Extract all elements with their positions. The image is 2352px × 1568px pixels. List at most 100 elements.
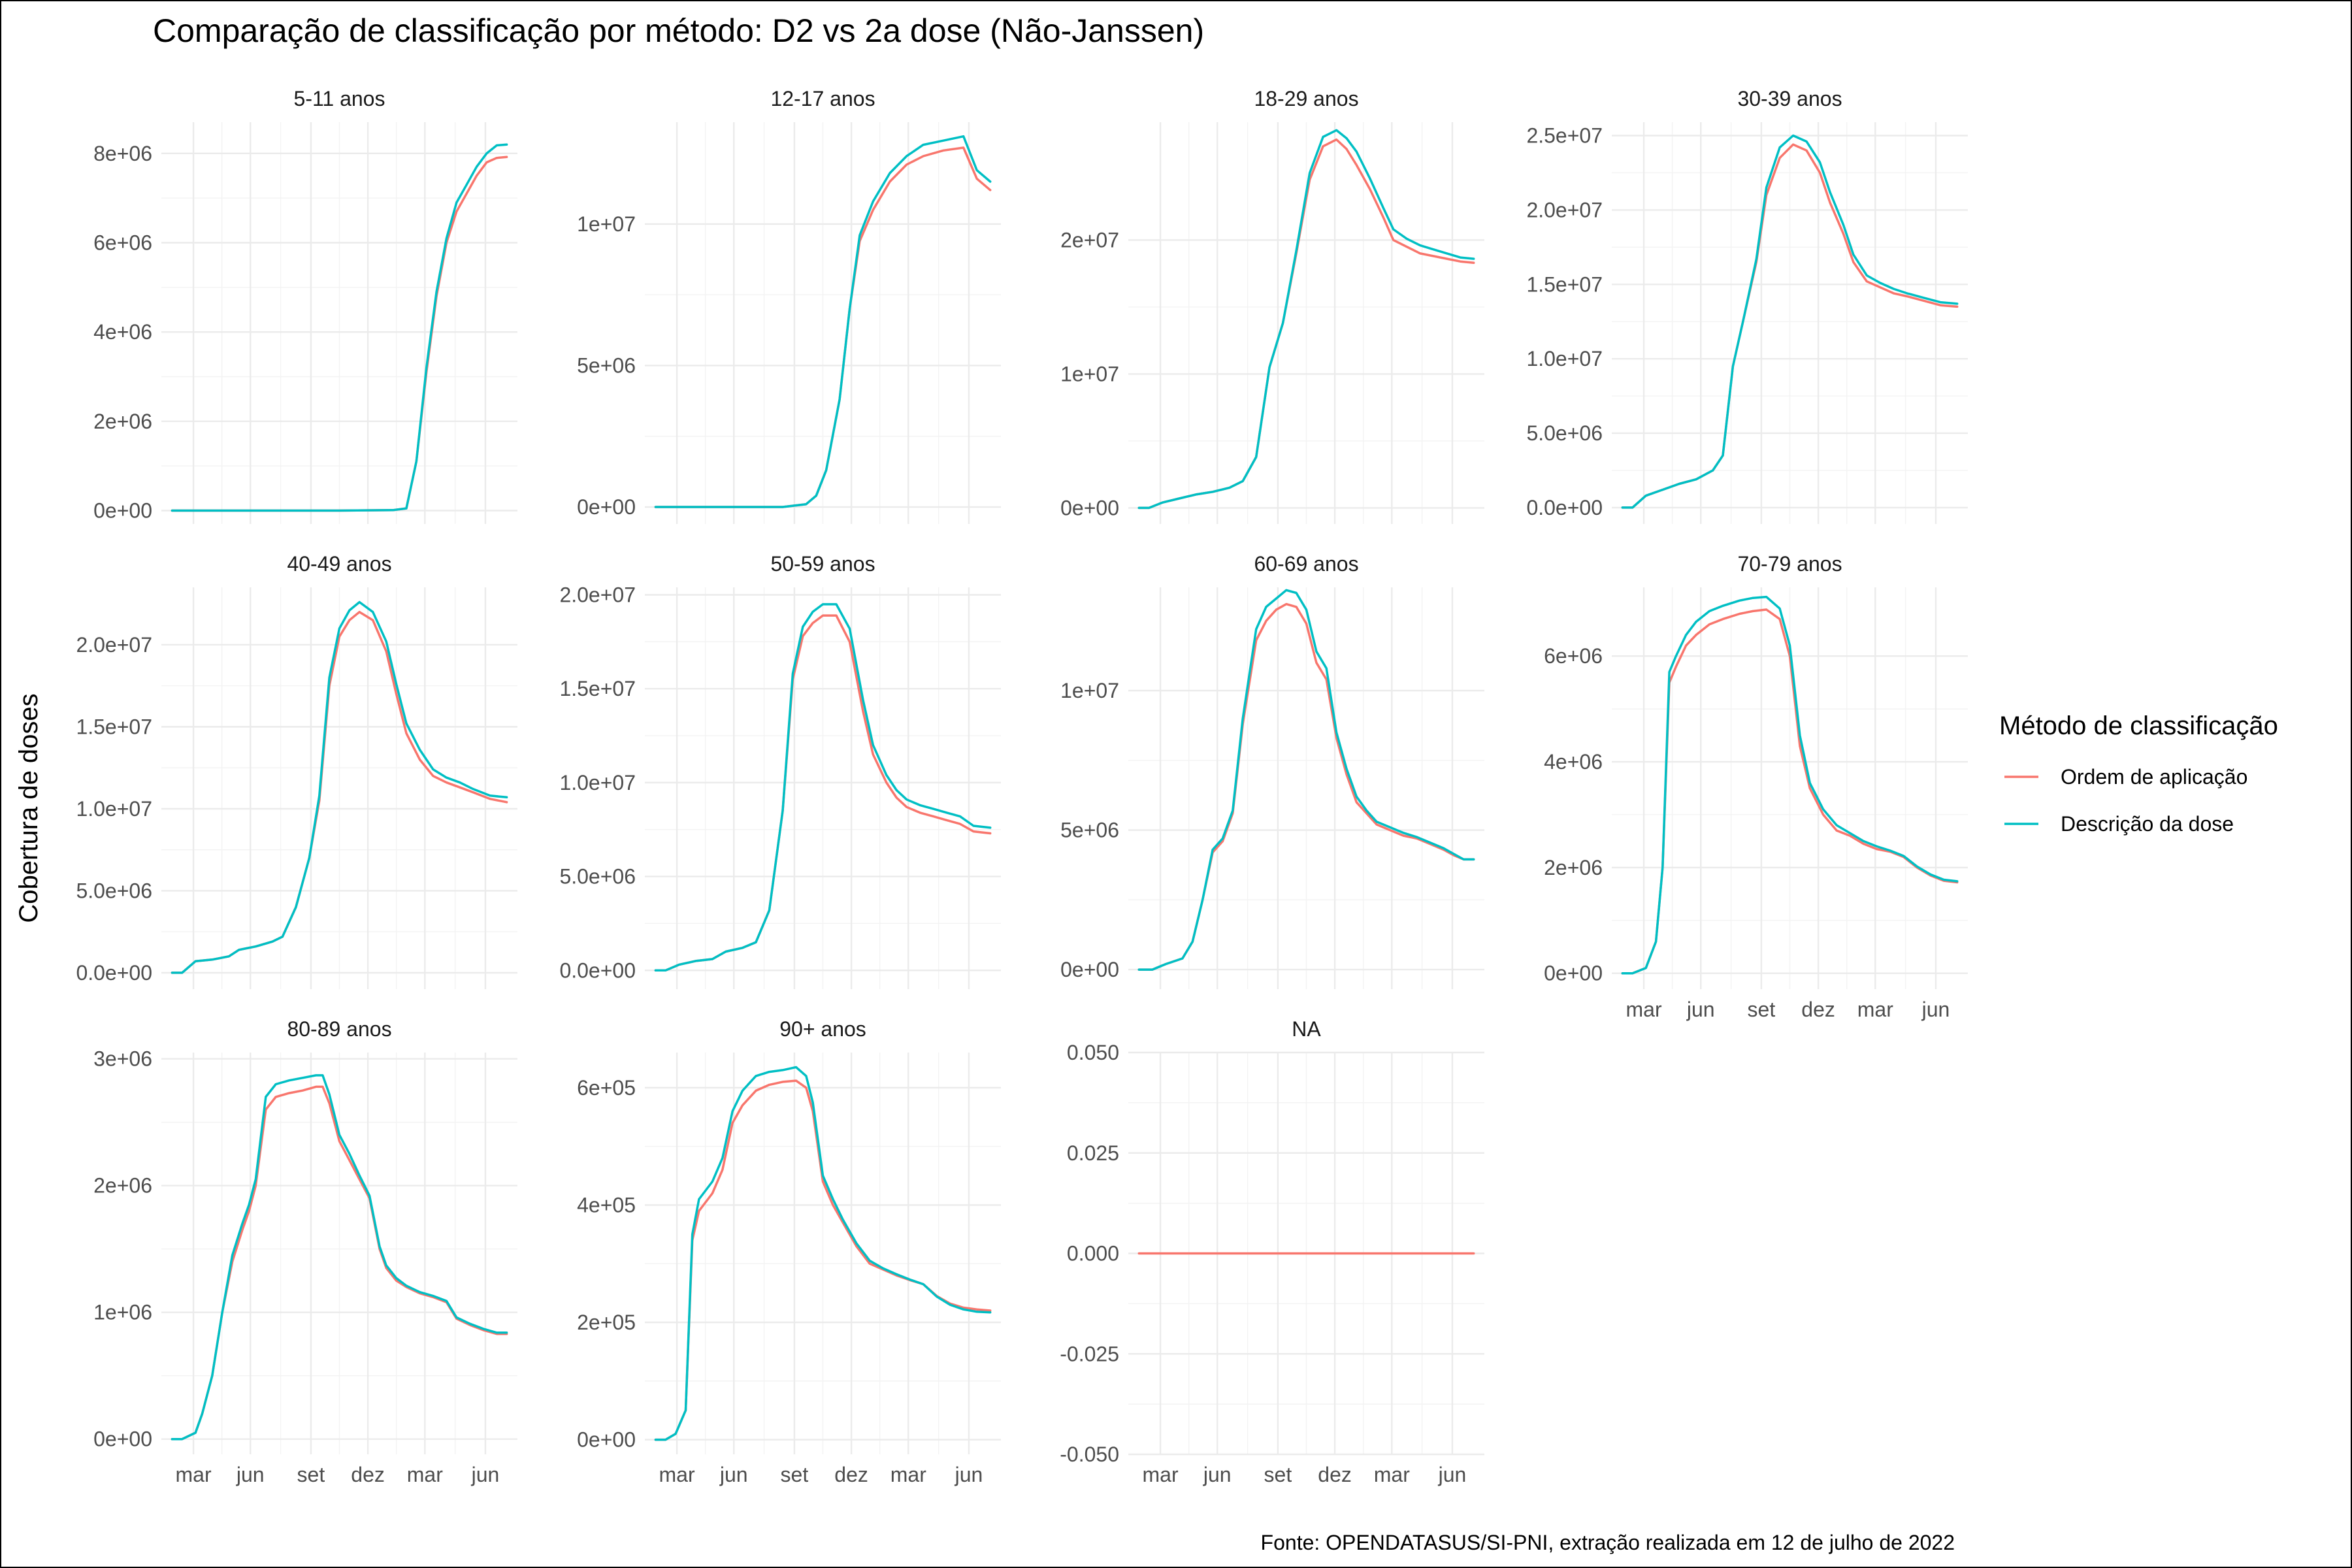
y-tick-label: 0.000 xyxy=(1067,1242,1119,1266)
y-tick-label: 0e+00 xyxy=(577,495,636,519)
series-line-descri-o-da-dose xyxy=(654,1066,992,1441)
y-tick-label: 0.0e+00 xyxy=(76,961,152,985)
series-line-descri-o-da-dose xyxy=(171,1074,508,1441)
x-tick-label: jun xyxy=(236,1463,265,1486)
y-tick-label: 4e+06 xyxy=(93,320,152,344)
y-tick-label: 1e+07 xyxy=(1060,362,1119,385)
legend-item-ordem-de-aplica-o: Ordem de aplicação xyxy=(2004,765,2247,789)
x-tick-label: mar xyxy=(407,1463,443,1486)
y-tick-label: 6e+05 xyxy=(577,1076,636,1100)
y-tick-label: -0.050 xyxy=(1060,1443,1119,1466)
y-tick-label: 1e+06 xyxy=(93,1301,152,1324)
legend: Método de classificação Ordem de aplicaçã… xyxy=(1999,711,2278,836)
x-tick-label: jun xyxy=(1686,998,1715,1021)
legend-title: Método de classificação xyxy=(1999,711,2278,740)
y-tick-label: 1e+07 xyxy=(577,212,636,236)
y-tick-label: 6e+06 xyxy=(93,231,152,255)
y-tick-label: 8e+06 xyxy=(93,142,152,165)
y-tick-label: 0.025 xyxy=(1067,1141,1119,1165)
y-tick-label: 0e+00 xyxy=(1544,962,1603,985)
panel-strip-label: 80-89 anos xyxy=(287,1017,391,1041)
y-tick-label: 5e+06 xyxy=(577,353,636,377)
x-tick-label: set xyxy=(297,1463,325,1486)
y-tick-label: 2.0e+07 xyxy=(76,633,152,657)
y-tick-label: 1.0e+07 xyxy=(1526,347,1603,370)
y-tick-label: 2.0e+07 xyxy=(559,583,636,606)
panel-strip-label: NA xyxy=(1292,1017,1321,1041)
panel-strip-label: 40-49 anos xyxy=(287,552,391,576)
x-tick-label: set xyxy=(1264,1463,1292,1486)
panel-60-69-anos: 60-69 anos 0e+00 5e+06 1e+07 xyxy=(1060,552,1484,989)
x-tick-label: mar xyxy=(175,1463,211,1486)
panel-strip-label: 70-79 anos xyxy=(1737,552,1842,576)
y-tick-label: 1.0e+07 xyxy=(559,771,636,794)
y-tick-label: 0e+00 xyxy=(577,1428,636,1452)
x-tick-label: jun xyxy=(719,1463,748,1486)
panel-18-29-anos: 18-29 anos 0e+00 1e+07 2e+07 xyxy=(1060,87,1484,524)
x-tick-label: jun xyxy=(955,1463,983,1486)
x-tick-label: mar xyxy=(1625,998,1661,1021)
chart-title: Comparação de classificação por método: … xyxy=(153,12,1204,49)
y-tick-label: 3e+06 xyxy=(93,1047,152,1071)
y-tick-label: 0e+00 xyxy=(1060,496,1119,519)
y-tick-label: 0.0e+00 xyxy=(1526,496,1603,519)
panel-5-11-anos: 5-11 anos 0e+00 2e+06 4e+06 6e+06 8e+06 xyxy=(93,87,517,524)
y-tick-label: 0e+00 xyxy=(93,499,152,523)
caption: Fonte: OPENDATASUS/SI-PNI, extração real… xyxy=(1261,1531,1955,1554)
y-tick-label: 2.5e+07 xyxy=(1526,124,1603,148)
panel-strip-label: 30-39 anos xyxy=(1737,87,1842,110)
x-tick-label: mar xyxy=(1142,1463,1178,1486)
x-tick-label: mar xyxy=(1857,998,1893,1021)
y-tick-label: 1.5e+07 xyxy=(76,715,152,738)
x-tick-label: dez xyxy=(1801,998,1835,1021)
legend-label: Descrição da dose xyxy=(2061,812,2234,836)
y-axis-title: Cobertura de doses xyxy=(14,693,43,923)
panel-strip-label: 5-11 anos xyxy=(294,87,385,110)
x-tick-label: dez xyxy=(834,1463,868,1486)
y-tick-label: 0e+00 xyxy=(1060,958,1119,981)
panels: 5-11 anos 0e+00 2e+06 4e+06 6e+06 8e+06 12-17 … xyxy=(76,87,1968,1486)
y-tick-label: 5e+06 xyxy=(1060,819,1119,842)
y-tick-label: 2e+07 xyxy=(1060,228,1119,252)
panel-strip-label: 12-17 anos xyxy=(770,87,875,110)
y-tick-label: 0e+00 xyxy=(93,1428,152,1451)
x-tick-label: jun xyxy=(471,1463,500,1486)
panel-na: NA -0.050 -0.025 0.000 0.025 0.050 mar jun set de… xyxy=(1060,1017,1484,1486)
y-tick-label: 0.0e+00 xyxy=(559,958,636,982)
y-tick-label: 2e+06 xyxy=(93,410,152,433)
panel-90plus-anos: 90+ anos 0e+00 2e+05 4e+05 6e+05 mar jun set dez… xyxy=(577,1017,1001,1486)
x-tick-label: jun xyxy=(1438,1463,1467,1486)
series-line-descri-o-da-dose xyxy=(654,603,992,972)
x-tick-label: mar xyxy=(890,1463,926,1486)
y-tick-label: 5.0e+06 xyxy=(559,865,636,889)
series-line-descri-o-da-dose xyxy=(1137,129,1475,510)
panel-40-49-anos: 40-49 anos 0.0e+00 5.0e+06 1.0e+07 1.5e+07 2.… xyxy=(76,552,517,989)
y-tick-label: 2.0e+07 xyxy=(1526,198,1603,221)
x-tick-label: jun xyxy=(1203,1463,1232,1486)
x-tick-label: set xyxy=(1748,998,1776,1021)
y-tick-label: 0.050 xyxy=(1067,1041,1119,1064)
y-tick-label: 5.0e+06 xyxy=(1526,421,1603,445)
legend-label: Ordem de aplicação xyxy=(2061,765,2247,789)
y-tick-label: 1.0e+07 xyxy=(76,797,152,821)
panel-strip-label: 18-29 anos xyxy=(1254,87,1358,110)
x-tick-label: dez xyxy=(1318,1463,1352,1486)
y-tick-label: -0.025 xyxy=(1060,1342,1119,1365)
series-line-descri-o-da-dose xyxy=(654,135,992,508)
y-tick-label: 2e+06 xyxy=(93,1174,152,1198)
panel-80-89-anos: 80-89 anos 0e+00 1e+06 2e+06 3e+06 mar jun set d… xyxy=(93,1017,517,1486)
legend-item-descri-o-da-dose: Descrição da dose xyxy=(2004,812,2234,836)
x-tick-label: mar xyxy=(1374,1463,1410,1486)
y-tick-label: 1.5e+07 xyxy=(1526,272,1603,296)
y-tick-label: 1e+07 xyxy=(1060,679,1119,702)
series-line-descri-o-da-dose xyxy=(171,600,508,974)
x-tick-label: set xyxy=(781,1463,809,1486)
x-tick-label: dez xyxy=(351,1463,385,1486)
y-tick-label: 1.5e+07 xyxy=(559,677,636,700)
y-tick-label: 4e+06 xyxy=(1544,750,1603,774)
y-tick-label: 2e+05 xyxy=(577,1311,636,1334)
y-tick-label: 6e+06 xyxy=(1544,644,1603,668)
panel-50-59-anos: 50-59 anos 0.0e+00 5.0e+06 1.0e+07 1.5e+07 2.… xyxy=(559,552,1001,989)
